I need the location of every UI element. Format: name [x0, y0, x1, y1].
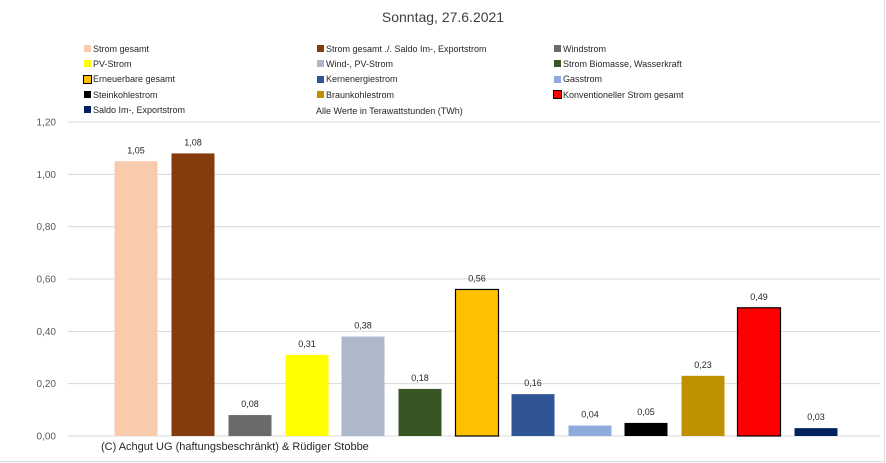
- bar: [114, 161, 158, 436]
- legend-swatch: [317, 60, 324, 68]
- bar: [736, 307, 782, 437]
- legend-label: Saldo Im-, Exportstrom: [93, 104, 186, 115]
- legend-swatch: [554, 45, 561, 53]
- bar: [454, 288, 500, 437]
- legend-label: Strom gesamt ./. Saldo Im-, Exportstrom: [326, 44, 487, 55]
- legend-label: Kernenergiestrom: [326, 74, 398, 85]
- bar: [341, 336, 385, 436]
- y-tick-label: 0,60: [37, 275, 57, 286]
- legend-item: Strom gesamt: [84, 44, 149, 55]
- legend-swatch: [317, 45, 324, 53]
- legend-swatch: [84, 60, 91, 68]
- units-note: Alle Werte in Terawattstunden (TWh): [316, 106, 463, 116]
- legend-item: PV-Strom: [84, 59, 132, 70]
- bar: [228, 415, 272, 436]
- legend-item: Strom gesamt ./. Saldo Im-, Exportstrom: [317, 44, 487, 55]
- legend-swatch: [554, 60, 561, 68]
- legend-label: Gasstrom: [563, 74, 603, 85]
- y-tick-label: 0,20: [37, 379, 57, 390]
- legend-swatch: [84, 105, 91, 113]
- legend-swatch: [84, 45, 91, 53]
- bar: [624, 422, 668, 436]
- bar: [568, 425, 612, 436]
- credit-text: (C) Achgut UG (haftungsbeschränkt) & Rüd…: [101, 441, 369, 453]
- legend-label: Konventioneller Strom gesamt: [563, 89, 684, 100]
- bar: [681, 375, 725, 436]
- legend-label: Braunkohlestrom: [326, 89, 395, 100]
- legend-item: Braunkohlestrom: [317, 90, 394, 101]
- chart-title: Sonntag, 27.6.2021: [381, 9, 505, 25]
- legend-swatch: [554, 75, 561, 83]
- legend-item: Strom Biomasse, Wasserkraft: [554, 59, 682, 70]
- y-tick-label: 1,00: [37, 170, 57, 181]
- data-label: 0,18: [411, 373, 429, 383]
- bar: [398, 388, 442, 436]
- data-label: 1,08: [184, 137, 202, 147]
- legend-item: Wind-, PV-Strom: [317, 59, 393, 70]
- data-label: 1,05: [127, 145, 145, 155]
- legend-swatch: [317, 90, 324, 98]
- legend-label: Erneuerbare gesamt: [93, 74, 176, 85]
- data-label: 0,56: [468, 273, 486, 283]
- data-label: 0,49: [750, 292, 768, 302]
- legend-label: Windstrom: [563, 44, 607, 55]
- legend-label: Strom Biomasse, Wasserkraft: [563, 59, 682, 70]
- legend-item: Kernenergiestrom: [317, 74, 398, 85]
- bar: [285, 354, 329, 436]
- y-tick-label: 0,80: [37, 222, 57, 233]
- legend-swatch: [83, 74, 92, 84]
- legend-item: Steinkohlestrom: [84, 90, 158, 101]
- data-label: 0,05: [637, 407, 655, 417]
- legend-item: Windstrom: [554, 44, 606, 55]
- legend-label: PV-Strom: [93, 59, 132, 70]
- data-label: 0,16: [524, 378, 542, 388]
- data-label: 0,08: [241, 399, 259, 409]
- data-label: 0,31: [298, 339, 316, 349]
- legend-label: Wind-, PV-Strom: [326, 59, 394, 70]
- bar: [171, 153, 215, 436]
- legend-label: Strom gesamt: [93, 44, 150, 55]
- data-label: 0,04: [581, 410, 599, 420]
- legend-item: Gasstrom: [554, 74, 602, 85]
- legend: Strom gesamt Strom gesamt ./. Saldo Im-, …: [83, 44, 784, 116]
- legend-swatch: [84, 90, 91, 98]
- legend-item: Saldo Im-, Exportstrom: [84, 105, 185, 116]
- bar: [511, 394, 555, 436]
- legend-label: Steinkohlestrom: [93, 89, 158, 100]
- data-label: 0,38: [354, 321, 372, 331]
- y-tick-label: 0,00: [37, 432, 57, 443]
- data-label: 0,03: [807, 412, 825, 422]
- legend-swatch: [553, 89, 562, 99]
- legend-item: Konventioneller Strom gesamt: [553, 89, 684, 101]
- data-label: 0,23: [694, 360, 712, 370]
- legend-swatch: [317, 75, 324, 83]
- bar: [794, 428, 838, 436]
- legend-item: Erneuerbare gesamt: [83, 74, 176, 85]
- y-tick-label: 1,20: [37, 118, 57, 129]
- y-tick-label: 0,40: [37, 327, 57, 338]
